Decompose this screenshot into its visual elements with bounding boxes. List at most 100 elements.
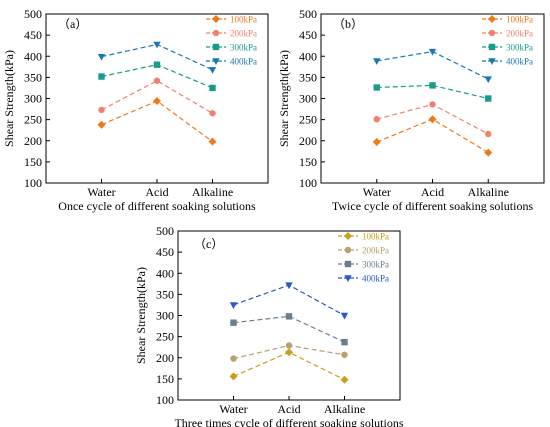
legend: 100kPa 200kPa 300kPa 400kPa [206, 15, 257, 67]
x-tick-label: Acid [277, 402, 300, 416]
x-tick-label: Alkaline [192, 185, 233, 199]
y-tick-label: 500 [156, 224, 174, 238]
legend: 100kPa 200kPa 300kPa 400kPa [482, 15, 533, 67]
y-tick-label: 450 [24, 28, 42, 42]
data-point [153, 61, 161, 68]
y-tick-label: 450 [156, 245, 174, 259]
y-tick-label: 350 [24, 70, 42, 84]
data-point [428, 48, 437, 56]
series-300kPa [98, 61, 216, 92]
data-point [429, 101, 436, 108]
legend-marker [212, 43, 220, 51]
y-tick-label: 100 [299, 176, 317, 190]
panel-label: （a） [58, 17, 87, 31]
y-tick-label: 200 [24, 134, 42, 148]
legend-marker [488, 29, 496, 37]
data-point [285, 313, 293, 320]
legend-marker [344, 246, 352, 254]
data-point [285, 282, 293, 290]
y-tick-label: 300 [299, 92, 317, 106]
series-400kPa [229, 282, 349, 320]
x-axis-label: Twice cycle of different soaking solutio… [332, 199, 534, 213]
data-point [208, 137, 217, 146]
y-tick-label: 400 [299, 49, 317, 63]
panel-label: （b） [333, 17, 363, 31]
data-point [98, 73, 105, 80]
data-point [373, 58, 381, 65]
legend-marker [212, 58, 220, 65]
series-line [233, 315, 345, 343]
y-tick-label: 300 [24, 92, 42, 106]
series-200kPa [373, 101, 492, 138]
x-axis-label: Once cycle of different soaking solution… [58, 199, 256, 213]
data-point [230, 319, 237, 326]
series-line [376, 84, 489, 100]
x-tick-label: Water [363, 185, 391, 199]
chart-panel-c: 100 150 200 250 300 350 400 450 500 Water Acid Alka… [134, 224, 404, 427]
data-point [428, 115, 437, 124]
data-point [97, 53, 106, 61]
series-400kPa [373, 48, 492, 84]
legend-marker [212, 29, 220, 37]
data-point [429, 82, 436, 89]
series-300kPa [230, 313, 348, 346]
x-tick-label: Water [219, 402, 247, 416]
y-tick-label: 300 [156, 309, 174, 323]
legend-marker [488, 15, 496, 23]
series-line [101, 64, 213, 89]
data-point [484, 148, 493, 157]
x-tick-label: Water [87, 185, 115, 199]
series-300kPa [373, 82, 492, 102]
y-tick-label: 100 [24, 176, 42, 190]
y-tick-label: 350 [156, 287, 174, 301]
legend-label: 200kPa [506, 29, 533, 39]
legend-marker [488, 43, 496, 51]
y-tick-label: 200 [299, 134, 317, 148]
legend-label: 300kPa [230, 43, 257, 53]
data-point [340, 312, 349, 320]
legend-label: 100kPa [362, 232, 389, 242]
x-tick-label: Alkaline [468, 185, 509, 199]
data-point [485, 130, 492, 138]
y-tick-label: 500 [299, 7, 317, 21]
series-line [376, 50, 489, 80]
data-point [341, 351, 348, 358]
chart-panel-a: 100 150 200 250 300 350 400 450 500 Water Acid Alka… [2, 7, 269, 213]
legend-label: 400kPa [230, 57, 257, 67]
x-tick-label: Acid [145, 185, 168, 199]
y-tick-label: 150 [156, 372, 174, 386]
data-point [229, 372, 238, 381]
x-tick-label: Alkaline [324, 402, 365, 416]
legend-label: 400kPa [506, 57, 533, 67]
data-point [229, 302, 238, 309]
x-tick-label: Acid [421, 185, 444, 199]
data-point [209, 84, 216, 92]
data-point [153, 77, 161, 84]
y-tick-label: 400 [24, 49, 42, 63]
y-tick-label: 450 [299, 28, 317, 42]
legend-label: 100kPa [230, 15, 257, 25]
data-point [209, 110, 216, 117]
legend-marker [344, 260, 352, 268]
data-point [340, 375, 349, 384]
x-axis-label: Three times cycle of different soaking s… [174, 416, 403, 427]
data-point [485, 95, 492, 102]
y-tick-label: 500 [24, 7, 42, 21]
y-tick-label: 150 [24, 155, 42, 169]
series-100kPa [97, 97, 217, 146]
y-axis-label: Shear Strength(kPa) [277, 50, 291, 147]
data-point [153, 41, 161, 49]
series-line [233, 284, 345, 317]
legend-marker [344, 232, 352, 240]
y-tick-label: 150 [299, 155, 317, 169]
data-point [373, 116, 380, 123]
series-line [101, 100, 213, 143]
legend-label: 300kPa [506, 43, 533, 53]
legend-marker [488, 58, 496, 65]
data-point [153, 97, 161, 106]
legend-label: 200kPa [362, 246, 389, 256]
legend-label: 300kPa [362, 260, 389, 270]
y-tick-label: 200 [156, 351, 174, 365]
y-tick-label: 100 [156, 393, 174, 407]
